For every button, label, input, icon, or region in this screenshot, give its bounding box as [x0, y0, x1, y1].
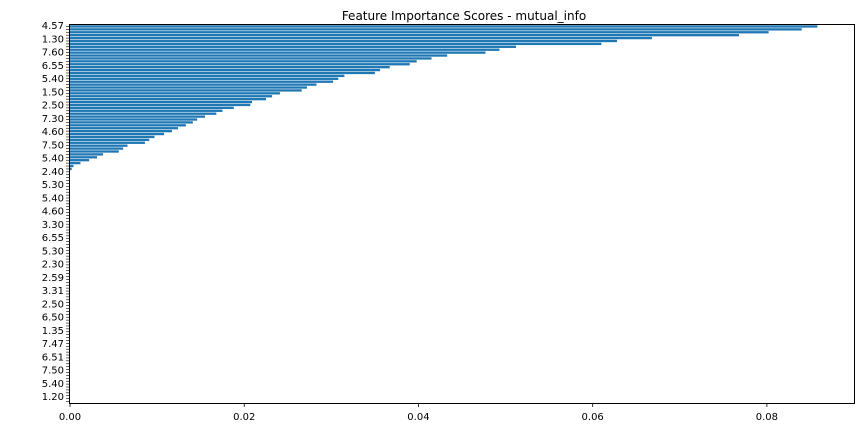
bar — [70, 156, 97, 159]
bar — [70, 48, 500, 51]
bars-layer — [70, 25, 818, 171]
y-tick-label: 2.30 — [42, 260, 64, 271]
y-tick-label: 5.40 — [42, 154, 64, 165]
x-tick-label: 0.00 — [59, 412, 81, 423]
bar — [70, 153, 104, 156]
x-tick-label: 0.02 — [233, 412, 255, 423]
y-tick-label: 2.40 — [42, 167, 64, 178]
bar — [70, 109, 223, 112]
y-tick-label: 4.60 — [42, 207, 64, 218]
bar — [70, 54, 448, 57]
bar — [70, 60, 417, 63]
y-tick-label: 4.60 — [42, 127, 64, 138]
bar — [70, 132, 165, 136]
bar — [70, 92, 280, 95]
bar — [70, 121, 193, 124]
bar — [70, 80, 334, 83]
bar — [70, 124, 186, 127]
y-tick-label: 3.31 — [42, 286, 64, 297]
bar — [70, 138, 150, 142]
y-tick-label: 3.30 — [42, 220, 64, 231]
x-tick-label: 0.08 — [756, 412, 778, 423]
x-axis: 0.00 0.02 0.04 0.06 0.08 — [59, 403, 778, 423]
y-tick-label: 7.50 — [42, 140, 64, 151]
bar — [70, 77, 339, 80]
y-tick-label: 5.40 — [42, 193, 64, 204]
y-tick-label: 7.50 — [42, 366, 64, 377]
bar — [70, 45, 517, 48]
y-tick-label: 5.30 — [42, 180, 64, 191]
y-tick-label: 2.59 — [42, 273, 64, 284]
x-tick-label: 0.04 — [407, 412, 429, 423]
y-tick-label: 1.30 — [42, 34, 64, 45]
bar — [70, 115, 206, 118]
bar — [70, 103, 251, 107]
bar — [70, 89, 302, 92]
y-tick-label: 6.55 — [42, 61, 64, 72]
y-tick-labels: 4.57 1.30 7.60 6.55 5.40 1.50 2.50 7.30 4.60 7.50… — [42, 21, 70, 403]
chart-title: Feature Importance Scores - mutual_info — [342, 9, 586, 23]
bar — [70, 144, 128, 147]
y-tick-label: 5.30 — [42, 246, 64, 257]
bar — [70, 164, 74, 168]
bar — [70, 129, 172, 133]
bar — [70, 118, 198, 121]
bar — [70, 97, 266, 101]
bar — [70, 68, 381, 72]
y-tick-label: 5.40 — [42, 74, 64, 85]
bar — [70, 42, 602, 46]
bar — [70, 127, 179, 130]
bar — [70, 63, 410, 66]
bar — [70, 83, 317, 86]
bar — [70, 25, 818, 28]
bar — [70, 34, 740, 37]
bar — [70, 31, 769, 34]
bar — [70, 167, 72, 171]
bar — [70, 150, 119, 153]
y-tick-label: 7.30 — [42, 114, 64, 125]
bar — [70, 36, 652, 40]
y-tick-label: 6.50 — [42, 313, 64, 324]
y-tick-label: 7.60 — [42, 48, 64, 59]
plot-frame — [69, 24, 855, 404]
x-tick-label: 0.06 — [582, 412, 604, 423]
bar — [70, 106, 234, 110]
y-tick-label: 4.57 — [42, 21, 64, 32]
bar — [70, 71, 375, 75]
y-tick-label: 6.55 — [42, 233, 64, 244]
y-tick-label: 5.40 — [42, 379, 64, 390]
bar — [70, 112, 217, 115]
bar — [70, 147, 124, 150]
y-tick-label: 7.47 — [42, 339, 64, 350]
bar — [70, 39, 618, 43]
y-tick-label: 1.35 — [42, 326, 64, 337]
bar — [70, 86, 307, 89]
bar — [70, 135, 155, 139]
bar — [70, 57, 432, 60]
bar — [70, 141, 145, 144]
y-tick-label: 1.50 — [42, 87, 64, 98]
bar — [70, 51, 486, 54]
bar — [70, 95, 273, 98]
y-tick-label: 6.51 — [42, 352, 64, 363]
bar — [70, 74, 345, 78]
y-tick-label: 1.20 — [42, 392, 64, 403]
y-tick-label: 2.50 — [42, 299, 64, 310]
bar — [70, 28, 802, 31]
bar — [70, 66, 390, 69]
y-tick-label: 2.50 — [42, 101, 64, 112]
bar — [70, 100, 253, 104]
bar — [70, 159, 90, 162]
bar — [70, 161, 81, 165]
